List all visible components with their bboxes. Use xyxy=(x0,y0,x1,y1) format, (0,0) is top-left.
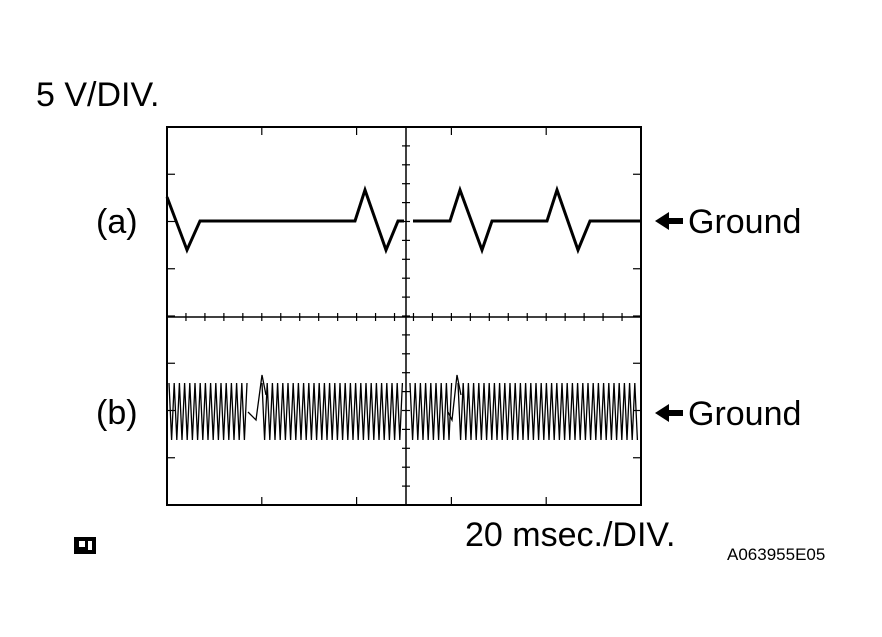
icon xyxy=(74,537,96,554)
ground-label: Ground xyxy=(688,395,801,433)
waveform-b-segment xyxy=(261,382,404,441)
waveform-b-segment xyxy=(168,382,248,441)
waveform-b-spike xyxy=(447,374,462,423)
ground-arrow xyxy=(655,212,683,230)
waveform-b xyxy=(168,374,639,441)
waveform-b-segment xyxy=(409,382,453,441)
voltage-scale: 5 V/DIV. xyxy=(36,76,159,114)
figure-id: A063955E05 xyxy=(727,545,825,564)
waveform-a xyxy=(413,185,641,255)
channel-label: (a) xyxy=(96,203,138,241)
waveform-b-spike xyxy=(247,374,267,422)
waveform-b-segment xyxy=(457,382,639,441)
time-scale: 20 msec./DIV. xyxy=(465,516,675,554)
waveform-a xyxy=(165,185,404,255)
ground-label: Ground xyxy=(688,203,801,241)
channel-label: (b) xyxy=(96,394,138,432)
division-ticks xyxy=(166,126,642,506)
ground-arrow xyxy=(655,404,683,422)
